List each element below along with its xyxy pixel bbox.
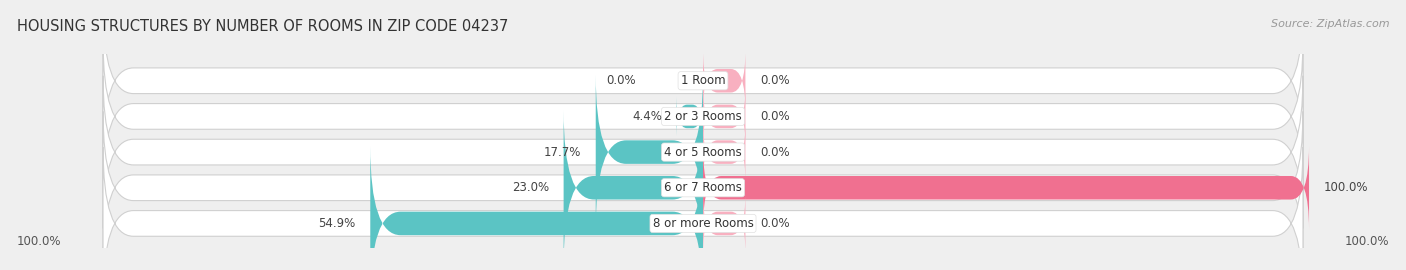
Text: 0.0%: 0.0% (761, 110, 790, 123)
FancyBboxPatch shape (703, 50, 745, 112)
FancyBboxPatch shape (676, 97, 703, 136)
Text: 1 Room: 1 Room (681, 74, 725, 87)
FancyBboxPatch shape (103, 40, 1303, 193)
Text: HOUSING STRUCTURES BY NUMBER OF ROOMS IN ZIP CODE 04237: HOUSING STRUCTURES BY NUMBER OF ROOMS IN… (17, 19, 508, 34)
Text: 8 or more Rooms: 8 or more Rooms (652, 217, 754, 230)
FancyBboxPatch shape (370, 146, 703, 270)
Text: 4 or 5 Rooms: 4 or 5 Rooms (664, 146, 742, 158)
Text: 54.9%: 54.9% (319, 217, 356, 230)
FancyBboxPatch shape (103, 4, 1303, 157)
Text: 100.0%: 100.0% (17, 235, 62, 248)
FancyBboxPatch shape (703, 193, 745, 254)
FancyBboxPatch shape (703, 146, 1309, 230)
Text: 100.0%: 100.0% (1323, 181, 1368, 194)
Text: 4.4%: 4.4% (631, 110, 662, 123)
Text: 0.0%: 0.0% (761, 217, 790, 230)
FancyBboxPatch shape (703, 121, 745, 183)
FancyBboxPatch shape (103, 147, 1303, 270)
FancyBboxPatch shape (596, 75, 703, 230)
FancyBboxPatch shape (703, 85, 745, 147)
Text: 0.0%: 0.0% (761, 74, 790, 87)
FancyBboxPatch shape (103, 76, 1303, 228)
Text: 2 or 3 Rooms: 2 or 3 Rooms (664, 110, 742, 123)
Text: 100.0%: 100.0% (1344, 235, 1389, 248)
FancyBboxPatch shape (103, 112, 1303, 264)
Text: Source: ZipAtlas.com: Source: ZipAtlas.com (1271, 19, 1389, 29)
FancyBboxPatch shape (564, 110, 703, 265)
Text: 17.7%: 17.7% (544, 146, 581, 158)
Text: 23.0%: 23.0% (512, 181, 550, 194)
Text: 0.0%: 0.0% (607, 74, 637, 87)
Text: 6 or 7 Rooms: 6 or 7 Rooms (664, 181, 742, 194)
Text: 0.0%: 0.0% (761, 146, 790, 158)
